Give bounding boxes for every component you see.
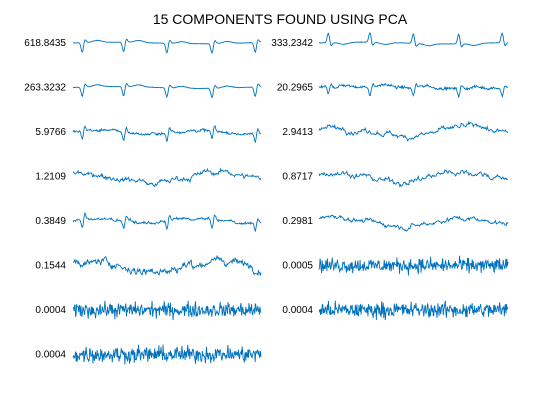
component-trace: [319, 32, 509, 48]
component-label: 5.9766: [35, 127, 66, 138]
component-label: 1.2109: [35, 172, 66, 183]
component-label: 0.0004: [282, 305, 313, 316]
component-trace: [318, 120, 509, 142]
component-trace: [72, 344, 262, 365]
component-label: 0.8717: [282, 172, 313, 183]
component-trace: [318, 214, 509, 232]
component-trace: [318, 255, 509, 276]
component-label: 20.2965: [277, 83, 314, 94]
component-label: 0.3849: [35, 216, 66, 227]
component-trace: [318, 300, 509, 321]
component-trace: [72, 300, 262, 321]
component-label: 0.1544: [35, 261, 66, 272]
component-label: 263.3232: [24, 83, 66, 94]
component-trace: [72, 125, 262, 144]
component-trace: [72, 82, 262, 99]
component-label: 0.0004: [35, 350, 66, 361]
component-trace: [72, 167, 262, 188]
component-trace: [72, 38, 262, 55]
component-trace: [72, 254, 262, 276]
component-label: 0.0005: [282, 261, 313, 272]
component-panels: 618.8435 333.2342 263.3232 20.2965 5.9766 2.9…: [24, 32, 509, 365]
component-label: 333.2342: [271, 38, 313, 49]
component-trace: [318, 169, 509, 188]
component-label: 0.0004: [35, 305, 66, 316]
component-label: 2.9413: [282, 127, 313, 138]
component-label: 618.8435: [24, 38, 66, 49]
chart-title: 15 COMPONENTS FOUND USING PCA: [153, 11, 408, 27]
component-trace: [72, 211, 262, 233]
component-trace: [318, 82, 509, 99]
component-label: 0.2981: [282, 216, 313, 227]
